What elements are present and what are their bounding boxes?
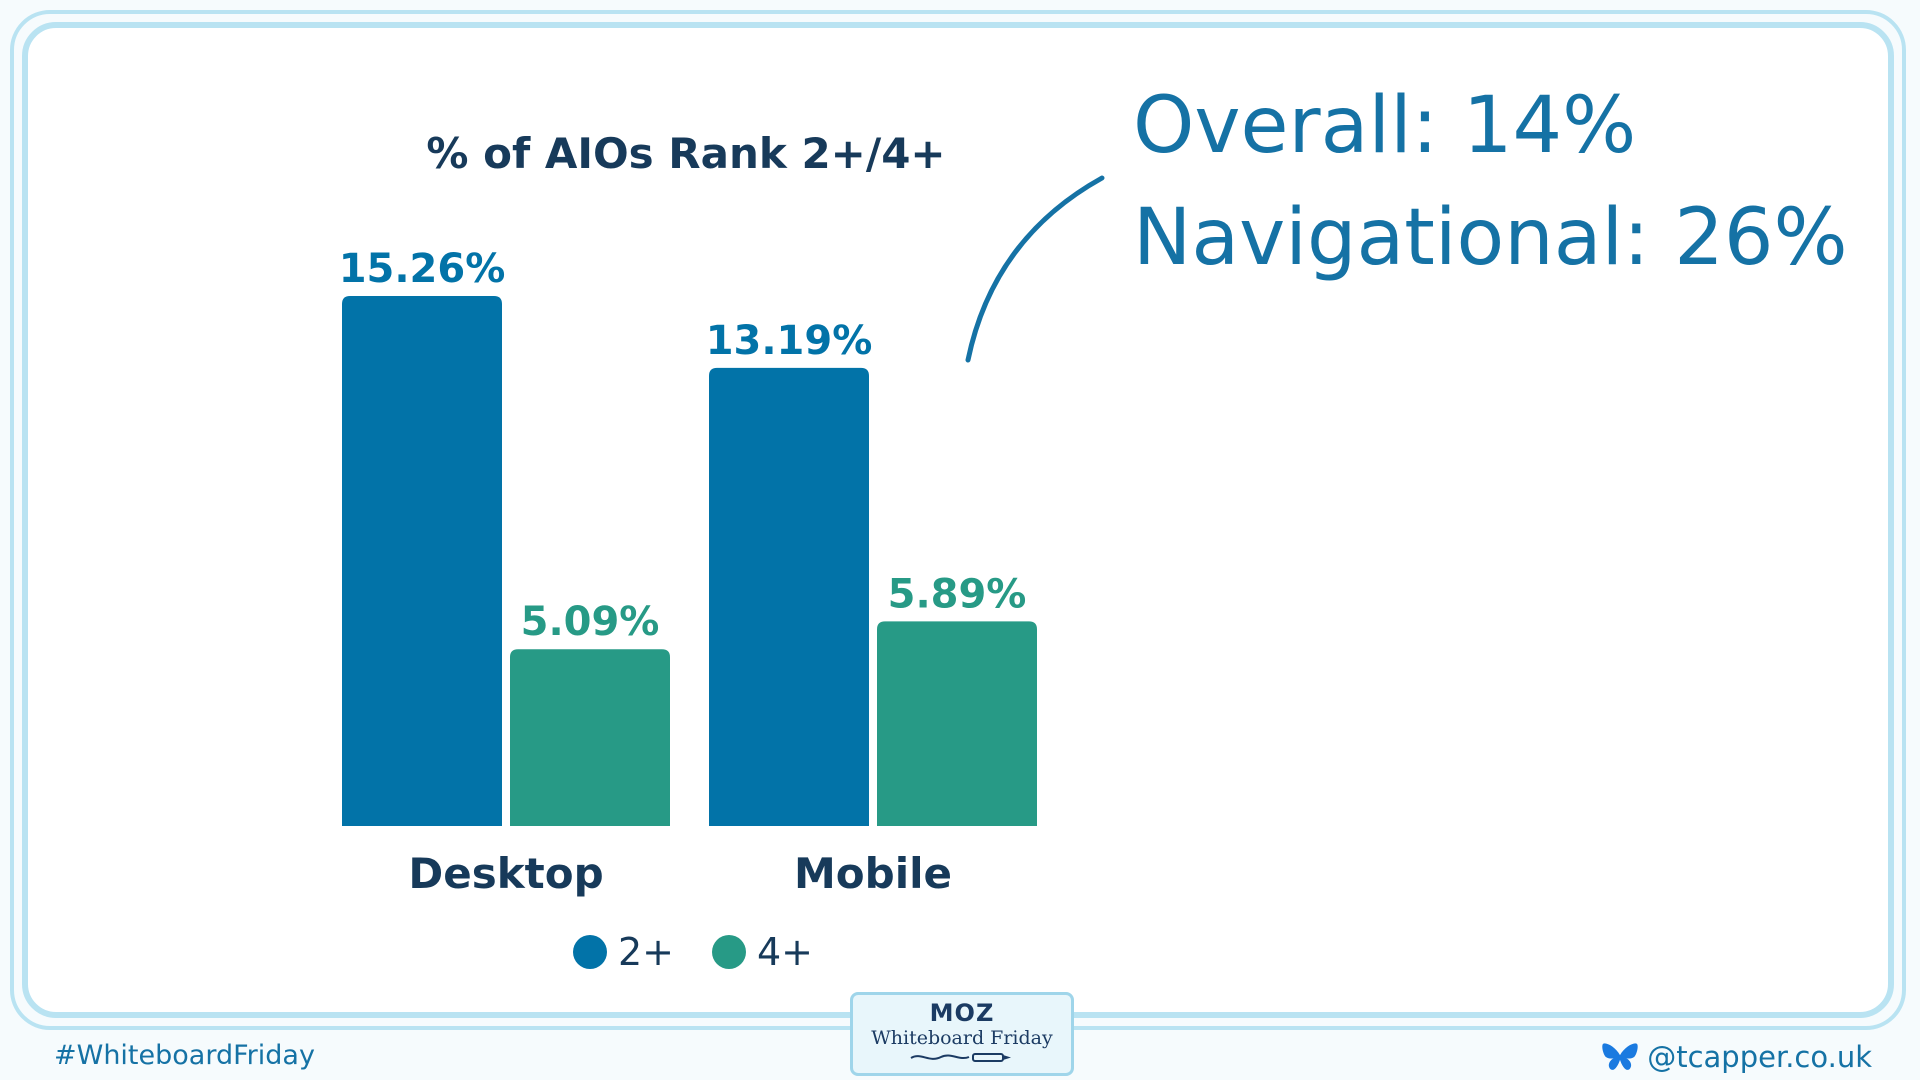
bar-mobile-2plus <box>709 367 869 826</box>
bar-mobile-4plus <box>877 621 1037 826</box>
bar-labels-layer: 15.26% 5.09% 13.19% 5.89% <box>339 246 1027 645</box>
legend-label-2plus: 2+ <box>618 930 674 974</box>
category-label-mobile: Mobile <box>794 849 952 898</box>
butterfly-icon <box>1602 1043 1638 1070</box>
legend-swatch-4plus <box>712 935 746 969</box>
data-label-mobile-2plus: 13.19% <box>706 318 873 364</box>
category-label-desktop: Desktop <box>408 849 603 898</box>
legend-swatch-2plus <box>573 935 607 969</box>
annotation-overall: Overall: 14% <box>1133 81 1636 171</box>
data-label-desktop-4plus: 5.09% <box>521 599 660 645</box>
chart-title: % of AIOs Rank 2+/4+ <box>426 129 945 178</box>
social-handle-text: @tcapper.co.uk <box>1647 1040 1872 1074</box>
annotation-callout-line <box>965 175 1105 363</box>
hashtag-whiteboardfriday: #WhiteboardFriday <box>54 1040 315 1071</box>
legend: 2+ 4+ <box>573 930 813 974</box>
annotation-navigational: Navigational: 26% <box>1133 193 1848 283</box>
bars-layer <box>342 296 1037 826</box>
moz-logo: MOZ <box>929 999 995 1027</box>
whiteboard-friday-wordmark: Whiteboard Friday <box>871 1027 1053 1049</box>
social-handle: @tcapper.co.uk <box>1601 1040 1872 1074</box>
data-label-mobile-4plus: 5.89% <box>888 571 1027 617</box>
data-label-desktop-2plus: 15.26% <box>339 246 506 292</box>
bar-desktop-2plus <box>342 296 502 826</box>
moz-whiteboard-friday-badge: MOZ Whiteboard Friday <box>850 992 1074 1076</box>
legend-label-4plus: 4+ <box>757 930 813 974</box>
bar-desktop-4plus <box>510 649 670 826</box>
marker-squiggle-icon <box>910 1053 1011 1062</box>
category-labels-layer: Desktop Mobile <box>408 849 952 898</box>
